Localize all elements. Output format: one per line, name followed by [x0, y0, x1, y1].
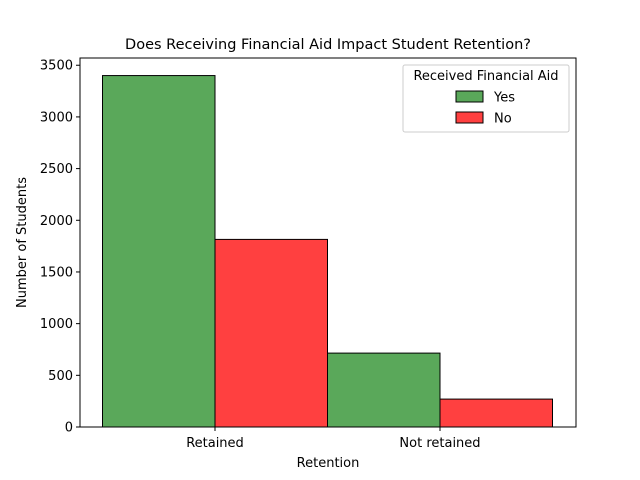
y-tick-label: 3500: [40, 59, 73, 74]
legend-label-no: No: [494, 112, 512, 127]
bar-no-not-retained: [439, 398, 553, 428]
y-tick-label: 500: [48, 369, 73, 384]
chart-title: Does Receiving Financial Aid Impact Stud…: [125, 37, 531, 53]
legend-swatch-no: [455, 111, 484, 124]
legend-swatch-yes: [455, 90, 484, 103]
x-tick-label: Not retained: [399, 436, 480, 451]
y-axis: 0 500 1000 1500 2000 2500 3000 3500: [40, 59, 80, 436]
bar-yes-retained: [102, 75, 216, 428]
x-tick-label: Retained: [186, 436, 244, 451]
y-axis-title: Number of Students: [15, 177, 30, 308]
x-axis: Retained Not retained: [186, 427, 481, 451]
y-tick-label: 3000: [40, 110, 73, 125]
y-tick-label: 1000: [40, 317, 73, 332]
y-tick-label: 2500: [40, 162, 73, 177]
y-tick-label: 2000: [40, 214, 73, 229]
y-tick-label: 1500: [40, 265, 73, 280]
x-axis-title: Retention: [297, 456, 360, 471]
bar-no-retained: [214, 238, 328, 428]
plot-frame: [79, 57, 577, 428]
legend: Received Financial Aid Yes No: [402, 64, 570, 133]
bars-group: [102, 75, 553, 428]
legend-label-yes: Yes: [493, 91, 515, 106]
legend-box: [402, 64, 570, 133]
y-tick-label: 0: [65, 421, 73, 436]
bar-yes-not-retained: [327, 352, 441, 428]
legend-title: Received Financial Aid: [413, 69, 558, 84]
